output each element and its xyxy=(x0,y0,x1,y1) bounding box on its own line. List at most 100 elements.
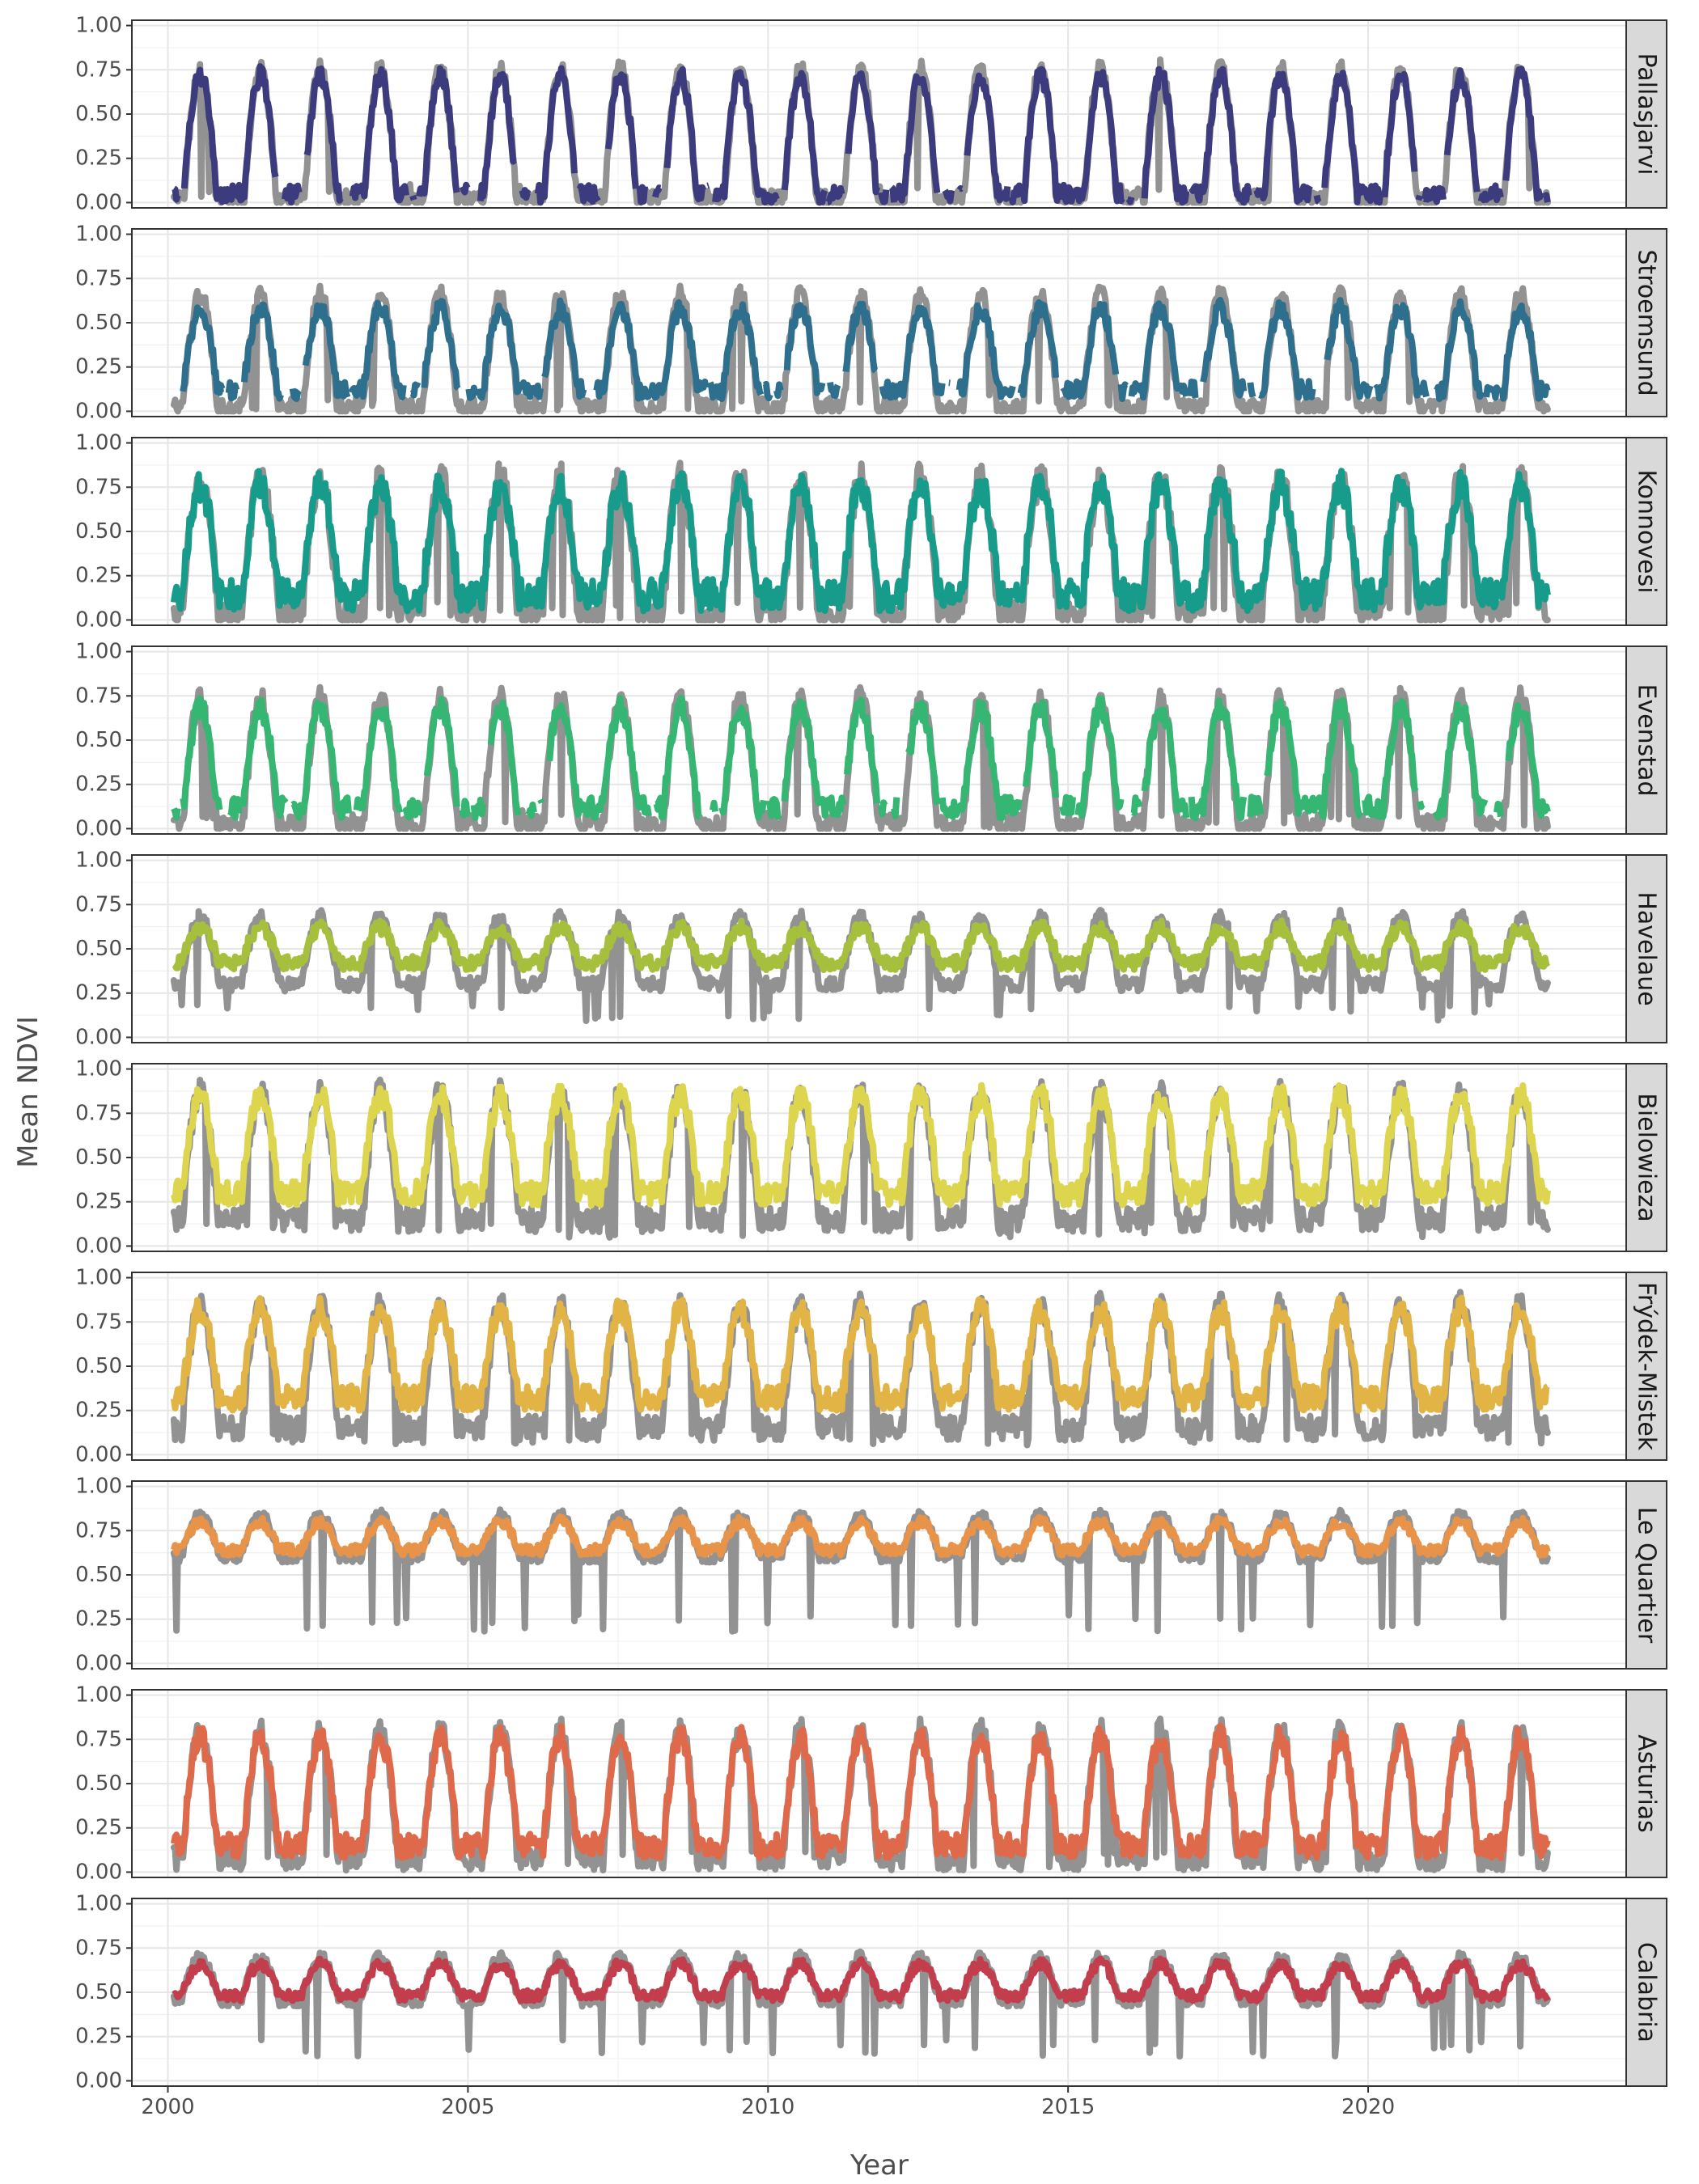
y-tick-label: 0.50 xyxy=(75,1980,122,2004)
series-line-pallasjarvi xyxy=(172,63,1551,206)
y-tick-label: 0.25 xyxy=(75,1190,122,1214)
facet-strip xyxy=(1625,19,1667,209)
y-tick-label: 0.75 xyxy=(75,1310,122,1334)
y-tick-label: 0.25 xyxy=(75,146,122,171)
facet-label: Pallasjarvi xyxy=(1633,53,1661,176)
series-line-calabria xyxy=(172,1955,1551,2004)
y-tick-label: 1.00 xyxy=(75,1892,122,1916)
y-tick-label: 0.50 xyxy=(75,102,122,126)
facet-label: Stroemsund xyxy=(1633,249,1661,396)
series-line-asturias xyxy=(170,1722,1551,1861)
x-tick-label: 2005 xyxy=(441,2095,494,2119)
y-tick-label: 1.00 xyxy=(75,431,122,455)
facet-panel: Stroemsund 0.00 0.25 0.50 0.75 1.00 xyxy=(75,222,1667,423)
facet-strip xyxy=(1625,1272,1667,1461)
y-tick-label: 1.00 xyxy=(75,1266,122,1290)
y-tick-label: 0.75 xyxy=(75,1101,122,1125)
y-axis-title: Mean NDVI xyxy=(12,1016,44,1168)
facet-strip xyxy=(1625,854,1667,1043)
y-tick-label: 0.00 xyxy=(75,1234,122,1258)
y-tick-label: 0.50 xyxy=(75,311,122,335)
facet-panel: Konnovesi 0.00 0.25 0.50 0.75 1.00 xyxy=(75,431,1667,632)
y-tick-label: 1.00 xyxy=(75,1683,122,1708)
facet-label: Calabria xyxy=(1633,1942,1661,2042)
x-tick-label: 2000 xyxy=(141,2095,194,2119)
y-tick-label: 1.00 xyxy=(75,849,122,873)
y-tick-label: 0.00 xyxy=(75,1651,122,1675)
series-line-grey xyxy=(170,1289,1551,1449)
y-tick-label: 1.00 xyxy=(75,1057,122,1081)
y-tick-label: 0.50 xyxy=(75,728,122,752)
series-line-stroemsund xyxy=(180,297,1551,402)
facet-label: Le Quartier xyxy=(1633,1507,1661,1644)
facet-strip xyxy=(1625,437,1667,626)
y-tick-label: 0.00 xyxy=(75,816,122,840)
y-tick-label: 0.25 xyxy=(75,981,122,1005)
x-tick-label: 2015 xyxy=(1041,2095,1095,2119)
series-line-le-quartier xyxy=(171,1513,1551,1559)
y-tick-label: 0.00 xyxy=(75,190,122,214)
facet-label: Konnovesi xyxy=(1633,469,1661,593)
y-tick-label: 0.25 xyxy=(75,1607,122,1632)
y-tick-label: 0.00 xyxy=(75,399,122,423)
series-line-grey xyxy=(170,684,1551,832)
y-tick-label: 0.00 xyxy=(75,1860,122,1884)
x-axis-title: Year xyxy=(850,2149,909,2182)
facet-panel: Evenstad 0.00 0.25 0.50 0.75 1.00 xyxy=(75,640,1667,840)
series-line-havelaue xyxy=(172,917,1551,974)
y-tick-label: 0.25 xyxy=(75,355,122,379)
y-tick-label: 1.00 xyxy=(75,222,122,247)
y-tick-label: 0.75 xyxy=(75,1936,122,1960)
y-tick-label: 0.75 xyxy=(75,684,122,708)
facet-strip xyxy=(1625,645,1667,835)
series-line-bielowieza xyxy=(171,1081,1551,1209)
y-tick-label: 0.50 xyxy=(75,1145,122,1170)
facet-label: Bielowieza xyxy=(1633,1093,1661,1222)
y-tick-label: 0.00 xyxy=(75,1025,122,1049)
y-tick-label: 0.75 xyxy=(75,892,122,916)
y-tick-label: 0.50 xyxy=(75,1563,122,1587)
facet-panel: Bielowieza 0.00 0.25 0.50 0.75 1.00 xyxy=(75,1057,1667,1258)
series-line-fr-dek-mistek xyxy=(170,1294,1550,1414)
y-tick-label: 0.25 xyxy=(75,1399,122,1423)
y-tick-label: 0.25 xyxy=(75,772,122,797)
y-tick-label: 0.50 xyxy=(75,1354,122,1378)
y-tick-label: 0.75 xyxy=(75,1727,122,1751)
y-tick-label: 0.75 xyxy=(75,1518,122,1543)
y-tick-label: 0.50 xyxy=(75,1771,122,1796)
facet-label: Evenstad xyxy=(1633,684,1661,797)
facet-panel: Le Quartier 0.00 0.25 0.50 0.75 1.00 xyxy=(75,1475,1667,1675)
facet-panel: Frýdek-Mistek 0.00 0.25 0.50 0.75 1.00 xyxy=(75,1266,1667,1467)
y-tick-label: 0.75 xyxy=(75,57,122,82)
facet-panels: Pallasjarvi0.000.250.500.751.00Stroemsun… xyxy=(75,14,1667,2093)
y-tick-label: 1.00 xyxy=(75,640,122,664)
facet-strip xyxy=(1625,228,1667,417)
facet-strip xyxy=(1625,1898,1667,2087)
x-tick-label: 2010 xyxy=(741,2095,794,2119)
facet-strip xyxy=(1625,1063,1667,1252)
y-tick-label: 0.00 xyxy=(75,607,122,632)
facet-panel: Pallasjarvi 0.00 0.25 0.50 0.75 1.00 xyxy=(75,14,1667,214)
y-tick-label: 0.00 xyxy=(75,1442,122,1467)
x-axis: 2000 2005 2010 2015 2020 xyxy=(141,2086,1395,2119)
facet-label: Asturias xyxy=(1633,1734,1661,1833)
series-line-evenstad xyxy=(171,695,1551,822)
y-tick-label: 0.75 xyxy=(75,475,122,499)
y-tick-label: 0.75 xyxy=(75,266,122,290)
facet-panel: Havelaue 0.00 0.25 0.50 0.75 1.00 xyxy=(75,849,1667,1049)
series-line-grey xyxy=(170,282,1551,415)
facet-strip xyxy=(1625,1689,1667,1878)
facet-label: Frýdek-Mistek xyxy=(1633,1282,1661,1451)
y-tick-label: 0.50 xyxy=(75,519,122,544)
series-line-konnovesi xyxy=(170,468,1551,615)
y-tick-label: 0.25 xyxy=(75,564,122,588)
y-tick-label: 0.25 xyxy=(75,1816,122,1840)
facet-label: Havelaue xyxy=(1633,891,1661,1005)
x-tick-label: 2020 xyxy=(1341,2095,1395,2119)
y-tick-label: 0.25 xyxy=(75,2025,122,2049)
facet-panel: Calabria 0.00 0.25 0.50 0.75 1.00 xyxy=(75,1892,1667,2093)
facet-strip xyxy=(1625,1480,1667,1670)
series-line-grey xyxy=(170,907,1551,1025)
y-tick-label: 0.00 xyxy=(75,2068,122,2093)
